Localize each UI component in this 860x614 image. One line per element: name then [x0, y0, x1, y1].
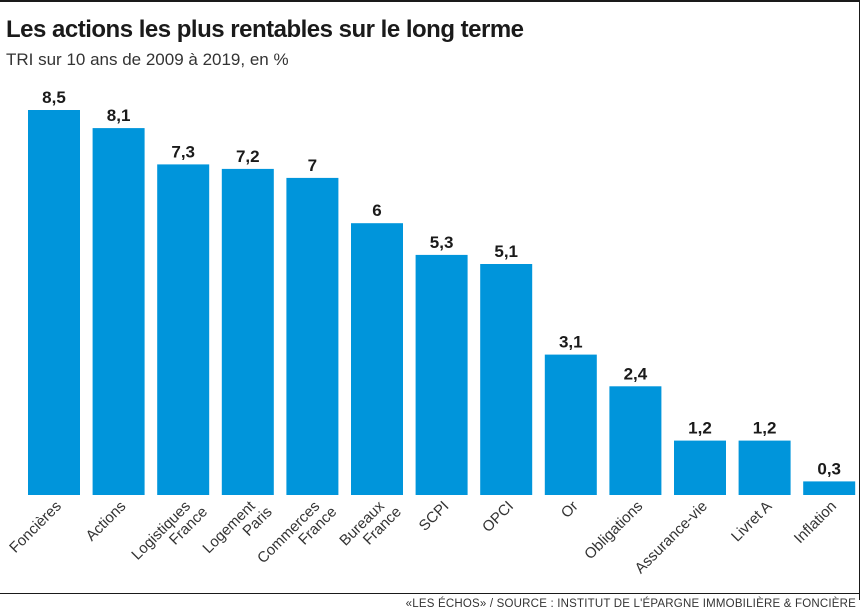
bar: [609, 386, 662, 495]
bar: [92, 128, 145, 495]
category-label: BureauxFrance: [336, 492, 405, 561]
bar: [738, 440, 791, 495]
bar-value-label: 5,3: [430, 233, 454, 252]
chart-title: Les actions les plus rentables sur le lo…: [6, 16, 524, 43]
bar: [157, 164, 210, 495]
category-label: Obligations: [581, 498, 646, 563]
category-label: Actions: [83, 498, 130, 545]
top-rule: [0, 0, 860, 2]
category-label: CommercesFrance: [254, 492, 340, 578]
bar-value-label: 1,2: [753, 419, 777, 438]
bar: [803, 481, 856, 495]
bar: [286, 177, 339, 495]
bar: [221, 168, 274, 495]
source-credit: «LES ÉCHOS» / SOURCE : INSTITUT DE L'ÉPA…: [405, 598, 856, 610]
chart-subtitle: TRI sur 10 ans de 2009 à 2019, en %: [6, 50, 289, 69]
bar-value-label: 1,2: [688, 419, 712, 438]
bottom-rule: [0, 593, 860, 594]
bar-value-label: 6: [372, 201, 381, 220]
bar-value-label: 2,4: [624, 364, 648, 383]
bar: [674, 440, 726, 495]
bar-value-label: 7,3: [171, 142, 195, 161]
bar: [480, 264, 533, 495]
bar-value-label: 0,3: [817, 459, 841, 478]
bar: [415, 254, 468, 495]
bar-value-label: 5,1: [494, 242, 518, 261]
bar-value-label: 8,5: [42, 88, 66, 107]
category-label: Inflation: [791, 498, 840, 547]
bar-value-label: 7: [308, 156, 317, 175]
category-label: SCPI: [416, 498, 453, 535]
bar-value-label: 8,1: [107, 106, 131, 125]
bar: [544, 354, 597, 495]
bar-chart: 8,5 Foncières 8,1 Actions 7,3 LogistiquesFran…: [6, 88, 856, 578]
bar: [351, 223, 403, 495]
category-label: Livret A: [728, 498, 775, 545]
bar-value-label: 3,1: [559, 333, 583, 352]
category-label: Or: [558, 498, 582, 522]
category-label: Foncières: [6, 498, 65, 557]
bar: [28, 110, 80, 495]
bar-value-label: 7,2: [236, 147, 260, 166]
category-label: LogistiquesFrance: [128, 492, 211, 575]
category-label: OPCI: [479, 498, 517, 536]
